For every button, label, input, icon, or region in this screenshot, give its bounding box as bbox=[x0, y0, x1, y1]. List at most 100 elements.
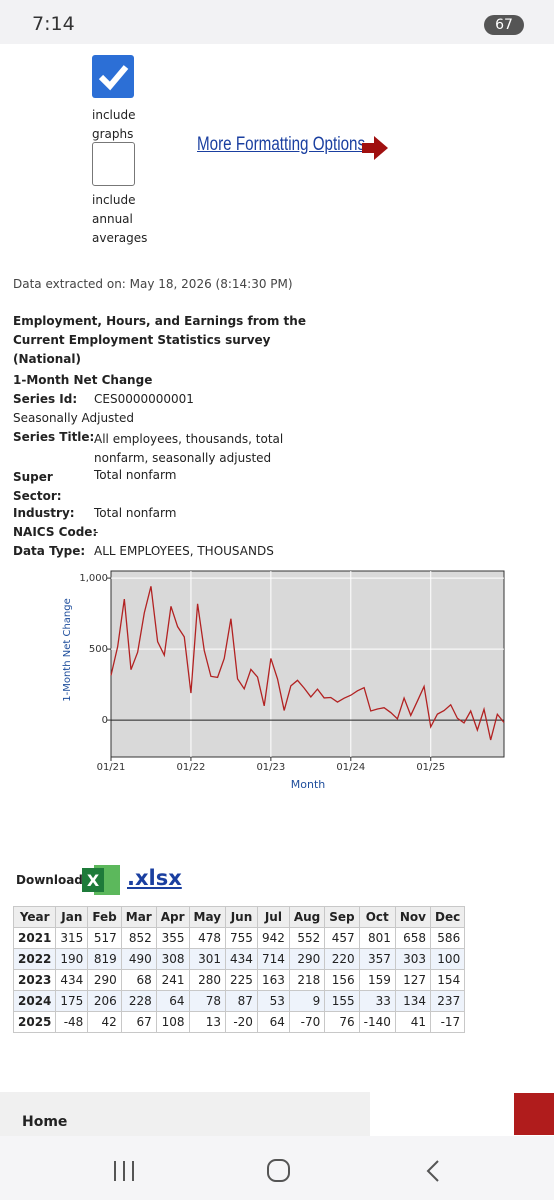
value-cell: 67 bbox=[120, 1011, 157, 1033]
header-cell: Dec bbox=[429, 906, 466, 928]
value-cell: 457 bbox=[324, 927, 360, 949]
checkbox-unchecked[interactable] bbox=[92, 142, 135, 186]
value-cell: 156 bbox=[324, 969, 360, 991]
value-cell: 852 bbox=[120, 927, 157, 949]
seasonal: Seasonally Adjusted bbox=[13, 411, 135, 425]
more-formatting-link[interactable]: More Formatting Options bbox=[197, 134, 366, 155]
value-cell: -48 bbox=[55, 1011, 89, 1033]
field-value: CES0000000001 bbox=[94, 392, 194, 406]
data-table: Year Jan Feb Mar Apr May Jun Jul Aug Sep Oct Nov Dec… bbox=[12, 906, 466, 1033]
value-cell: 490 bbox=[120, 948, 157, 970]
check-mark bbox=[98, 65, 129, 91]
table-row: 2023 434 290 68 241 280 225 163 218 156 159 127 154 bbox=[12, 969, 466, 991]
header-cell: May bbox=[188, 906, 227, 928]
field-label: Series Id: bbox=[13, 392, 78, 406]
field-value: - bbox=[94, 525, 99, 539]
header-cell: Sep bbox=[324, 906, 360, 928]
value-cell: 218 bbox=[288, 969, 326, 991]
value-cell: 220 bbox=[324, 948, 360, 970]
value-cell: 552 bbox=[288, 927, 326, 949]
value-cell: 755 bbox=[225, 927, 258, 949]
excel-icon[interactable]: X bbox=[82, 863, 122, 897]
footer-home[interactable]: Home bbox=[22, 1114, 68, 1130]
value-cell: 225 bbox=[225, 969, 258, 991]
value-cell: 478 bbox=[188, 927, 227, 949]
header-cell: Apr bbox=[155, 906, 190, 928]
table-row: 2024 175 206 228 64 78 87 53 9 155 33 134 237 bbox=[12, 990, 466, 1012]
x-tick-label: 01/24 bbox=[336, 762, 365, 773]
value-cell: 308 bbox=[155, 948, 190, 970]
field-label: Industry: bbox=[13, 506, 75, 520]
value-cell: 237 bbox=[429, 990, 466, 1012]
header-cell: Year bbox=[12, 906, 57, 928]
value-cell: 206 bbox=[87, 990, 122, 1012]
value-cell: 64 bbox=[256, 1011, 290, 1033]
field-label: Series Title: bbox=[13, 430, 95, 444]
y-tick-label: 1,000 bbox=[79, 573, 108, 584]
chat-button[interactable] bbox=[514, 1093, 554, 1135]
value-cell: -20 bbox=[225, 1011, 258, 1033]
header-cell: Mar bbox=[120, 906, 157, 928]
field-value: Total nonfarm bbox=[94, 506, 177, 520]
value-cell: 658 bbox=[394, 927, 431, 949]
battery: 67 bbox=[484, 15, 524, 35]
field-value: ALL EMPLOYEES, THOUSANDS bbox=[94, 544, 274, 558]
value-cell: 13 bbox=[188, 1011, 227, 1033]
field-label: Super Sector: bbox=[13, 470, 62, 503]
value-cell: 87 bbox=[225, 990, 258, 1012]
x-axis-title: Month bbox=[291, 778, 326, 791]
value-cell: 303 bbox=[394, 948, 431, 970]
field-value: All employees, thousands, total nonfarm,… bbox=[94, 432, 284, 465]
value-cell: 290 bbox=[288, 948, 326, 970]
x-tick-label: 01/23 bbox=[256, 762, 285, 773]
y-axis-title: 1-Month Net Change bbox=[62, 598, 73, 702]
value-cell: 64 bbox=[155, 990, 190, 1012]
footer bbox=[0, 1092, 370, 1136]
line-series bbox=[110, 586, 505, 741]
value-cell: 355 bbox=[155, 927, 190, 949]
value-cell: 801 bbox=[358, 927, 396, 949]
value-cell: 357 bbox=[358, 948, 396, 970]
value-cell: 78 bbox=[188, 990, 227, 1012]
x-tick-label: 01/22 bbox=[177, 762, 206, 773]
value-cell: 163 bbox=[256, 969, 290, 991]
value-cell: 190 bbox=[55, 948, 89, 970]
y-tick-label: 0 bbox=[102, 715, 108, 726]
value-cell: 586 bbox=[429, 927, 466, 949]
table-row: 2022 190 819 490 308 301 434 714 290 220 357 303 100 bbox=[12, 948, 466, 970]
header-cell: Jul bbox=[256, 906, 290, 928]
value-cell: 42 bbox=[87, 1011, 122, 1033]
value-cell: 154 bbox=[429, 969, 466, 991]
value-cell: -17 bbox=[429, 1011, 466, 1033]
heading: Employment, Hours, and Earnings from the… bbox=[13, 314, 306, 366]
value-cell: 228 bbox=[120, 990, 157, 1012]
value-cell: 100 bbox=[429, 948, 466, 970]
value-cell: 155 bbox=[324, 990, 360, 1012]
year-cell: 2024 bbox=[12, 990, 57, 1012]
subheading: 1-Month Net Change bbox=[13, 373, 153, 387]
header-cell: Jan bbox=[55, 906, 89, 928]
value-cell: 434 bbox=[225, 948, 258, 970]
table-row: 2025 -48 42 67 108 13 -20 64 -70 76 -140 41 -17 bbox=[12, 1011, 466, 1033]
checkbox-checked[interactable] bbox=[92, 55, 134, 98]
value-cell: -140 bbox=[358, 1011, 396, 1033]
value-cell: 301 bbox=[188, 948, 227, 970]
header-row: Year Jan Feb Mar Apr May Jun Jul Aug Sep Oct Nov Dec bbox=[12, 906, 466, 928]
chart: 1-Month Net Change Month 01/21 01/22 01/23… bbox=[62, 570, 505, 791]
value-cell: 41 bbox=[394, 1011, 431, 1033]
value-cell: 175 bbox=[55, 990, 89, 1012]
field-value: Total nonfarm bbox=[94, 468, 177, 482]
xlsx-link[interactable]: .xlsx bbox=[127, 866, 182, 890]
header-cell: Jun bbox=[225, 906, 258, 928]
header-cell: Feb bbox=[87, 906, 122, 928]
table-row: 2021 315 517 852 355 478 755 942 552 457 801 658 586 bbox=[12, 927, 466, 949]
nav-bar bbox=[0, 1136, 554, 1200]
value-cell: 108 bbox=[155, 1011, 190, 1033]
option-label: include graphs bbox=[92, 108, 136, 141]
option-label: include annual averages bbox=[92, 193, 148, 245]
status-time: 7:14 bbox=[32, 13, 75, 35]
value-cell: 434 bbox=[55, 969, 89, 991]
x-tick-label: 01/25 bbox=[416, 762, 445, 773]
year-cell: 2021 bbox=[12, 927, 57, 949]
